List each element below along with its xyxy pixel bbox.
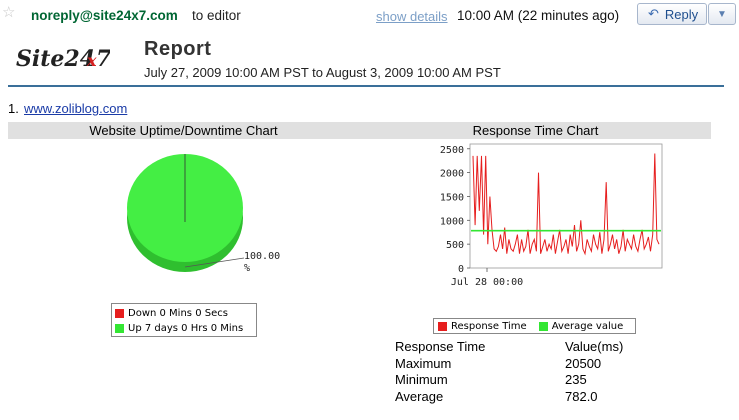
stats-header-value: Value(ms) xyxy=(565,339,624,354)
stats-table: Response Time Value(ms) Maximum 20500 Mi… xyxy=(395,339,623,405)
pie-percent-label: 100.00 % xyxy=(244,251,281,274)
plot-area xyxy=(469,143,663,269)
down-swatch xyxy=(115,309,124,318)
chart-title-band xyxy=(8,122,711,139)
legend-item-up: Up 7 days 0 Hrs 0 Mins xyxy=(115,321,253,336)
star-icon[interactable]: ☆ xyxy=(2,4,16,21)
stats-value: 782.0 xyxy=(565,388,598,404)
y-tick-label: 0 xyxy=(458,264,464,275)
header-divider xyxy=(8,85,724,87)
legend-average-label: Average value xyxy=(551,320,624,332)
stats-row-minimum: Minimum 235 xyxy=(395,372,623,389)
stats-header-row: Response Time Value(ms) xyxy=(395,339,623,356)
stats-label: Maximum xyxy=(395,355,452,371)
stats-row-average: Average 782.0 xyxy=(395,389,623,406)
show-details-link[interactable]: show details xyxy=(376,9,448,24)
uptime-legend: Down 0 Mins 0 Secs Up 7 days 0 Hrs 0 Min… xyxy=(111,303,257,337)
y-tick-label: 1000 xyxy=(440,216,464,227)
site-link[interactable]: www.zoliblog.com xyxy=(24,101,128,116)
stats-value: 20500 xyxy=(565,355,602,371)
chevron-down-icon: ▼ xyxy=(717,8,727,20)
y-tick-label: 500 xyxy=(446,240,464,251)
site24x7-logo: Site24 x 7 xyxy=(16,46,110,72)
response-time-line xyxy=(472,153,660,256)
recipient-text: to editor xyxy=(192,8,241,23)
report-date-range: July 27, 2009 10:00 AM PST to August 3, … xyxy=(144,65,501,80)
uptime-pie-chart xyxy=(127,154,245,272)
message-time: 10:00 AM (22 minutes ago) xyxy=(457,8,620,23)
list-number: 1. xyxy=(8,101,19,116)
sender-address: noreply@site24x7.com xyxy=(31,8,178,23)
reply-button[interactable]: ↶ Reply xyxy=(637,3,707,25)
response-chart-title: Response Time Chart xyxy=(472,123,599,138)
stats-value: 235 xyxy=(565,372,587,387)
stats-label: Minimum xyxy=(395,372,448,387)
response-legend: Response Time Average value xyxy=(433,318,636,334)
svg-text:x: x xyxy=(86,51,97,70)
response-swatch xyxy=(438,321,447,331)
legend-item-down: Down 0 Mins 0 Secs xyxy=(115,306,253,321)
report-title: Report xyxy=(144,38,212,60)
stats-label: Average xyxy=(395,388,444,404)
response-time-chart: 0 500 1000 1500 2000 2500 Jul 28 00:00 xyxy=(440,143,663,288)
uptime-chart-title: Website Uptime/Downtime Chart xyxy=(89,123,278,138)
up-swatch xyxy=(115,324,124,333)
average-swatch xyxy=(538,321,548,331)
svg-text:7: 7 xyxy=(96,46,110,72)
stats-header-label: Response Time xyxy=(395,339,486,354)
stats-row-maximum: Maximum 20500 xyxy=(395,356,623,373)
y-tick-label: 2500 xyxy=(440,145,464,156)
y-tick-label: 2000 xyxy=(440,169,464,180)
y-tick-label: 1500 xyxy=(440,192,464,203)
x-tick-label: Jul 28 00:00 xyxy=(451,277,523,288)
more-options-button[interactable]: ▼ xyxy=(708,3,736,25)
legend-response-label: Response Time xyxy=(451,320,527,332)
pie-label-leader xyxy=(184,257,245,268)
legend-up-label: Up 7 days 0 Hrs 0 Mins xyxy=(128,323,244,334)
legend-down-label: Down 0 Mins 0 Secs xyxy=(128,308,228,319)
svg-text:Site24: Site24 xyxy=(16,46,95,72)
reply-arrow-icon: ↶ xyxy=(648,6,659,21)
reply-label: Reply xyxy=(664,6,699,22)
